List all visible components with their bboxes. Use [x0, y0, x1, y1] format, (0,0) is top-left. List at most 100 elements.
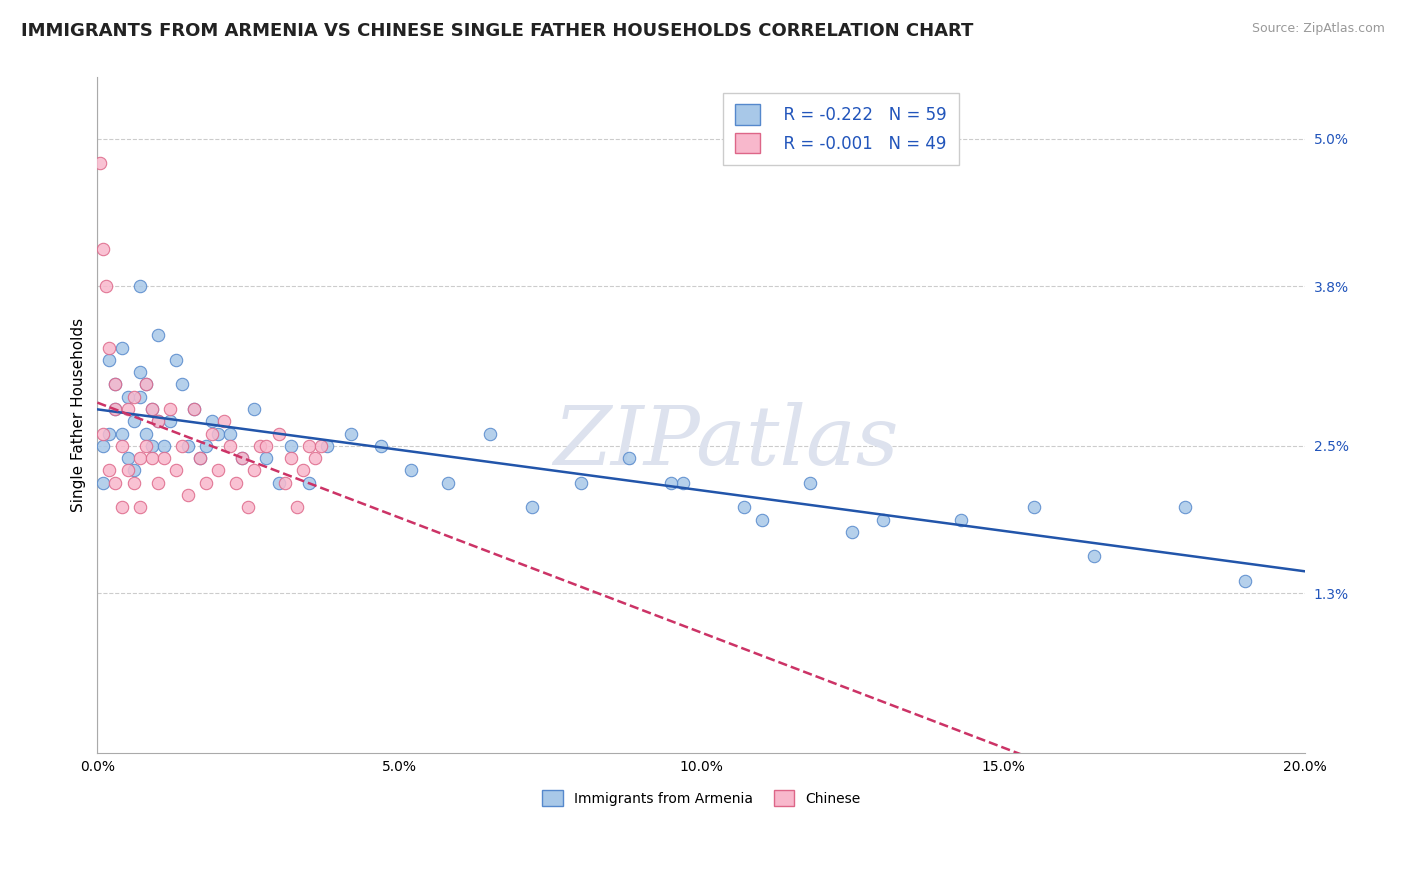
Point — [170, 377, 193, 392]
Point — [256, 439, 278, 453]
Point — [110, 341, 132, 355]
Point — [98, 341, 121, 355]
Point — [128, 500, 150, 515]
Point — [146, 475, 169, 490]
Point — [96, 279, 118, 293]
Point — [152, 439, 174, 453]
Point — [104, 475, 127, 490]
Point — [188, 451, 211, 466]
Point — [93, 243, 115, 257]
Point — [135, 377, 157, 392]
Point — [165, 463, 187, 477]
Point — [231, 451, 253, 466]
Point — [183, 402, 205, 417]
Point — [128, 279, 150, 293]
Point — [104, 377, 127, 392]
Point — [285, 500, 308, 515]
Point — [280, 439, 302, 453]
Point — [569, 475, 592, 490]
Point — [135, 377, 157, 392]
Point — [243, 463, 266, 477]
Point — [165, 352, 187, 367]
Point — [117, 463, 139, 477]
Point — [93, 475, 115, 490]
Point — [195, 475, 218, 490]
Point — [1022, 500, 1045, 515]
Point — [340, 426, 363, 441]
Point — [219, 426, 242, 441]
Point — [201, 426, 224, 441]
Point — [950, 512, 973, 526]
Point — [291, 463, 314, 477]
Point — [617, 451, 640, 466]
Point — [243, 402, 266, 417]
Point — [183, 402, 205, 417]
Point — [659, 475, 682, 490]
Point — [128, 365, 150, 379]
Point — [238, 500, 260, 515]
Point — [249, 439, 271, 453]
Point — [117, 402, 139, 417]
Point — [141, 402, 163, 417]
Point — [122, 475, 145, 490]
Point — [177, 488, 200, 502]
Point — [141, 451, 163, 466]
Point — [267, 475, 290, 490]
Point — [93, 426, 115, 441]
Point — [146, 414, 169, 428]
Point — [159, 414, 181, 428]
Point — [1233, 574, 1256, 588]
Point — [89, 156, 111, 170]
Text: ZIPatlas: ZIPatlas — [553, 402, 898, 483]
Text: Source: ZipAtlas.com: Source: ZipAtlas.com — [1251, 22, 1385, 36]
Point — [104, 377, 127, 392]
Point — [298, 475, 321, 490]
Point — [146, 328, 169, 343]
Point — [98, 426, 121, 441]
Point — [146, 414, 169, 428]
Point — [522, 500, 544, 515]
Point — [751, 512, 773, 526]
Point — [219, 439, 242, 453]
Point — [256, 451, 278, 466]
Point — [436, 475, 458, 490]
Point — [841, 524, 863, 539]
Point — [315, 439, 337, 453]
Point — [267, 426, 290, 441]
Point — [93, 439, 115, 453]
Point — [733, 500, 755, 515]
Point — [872, 512, 894, 526]
Point — [122, 390, 145, 404]
Point — [135, 426, 157, 441]
Point — [188, 451, 211, 466]
Point — [98, 463, 121, 477]
Point — [207, 463, 229, 477]
Point — [110, 439, 132, 453]
Point — [799, 475, 821, 490]
Point — [672, 475, 695, 490]
Point — [117, 451, 139, 466]
Point — [212, 414, 235, 428]
Point — [122, 463, 145, 477]
Point — [104, 402, 127, 417]
Y-axis label: Single Father Households: Single Father Households — [72, 318, 86, 512]
Point — [207, 426, 229, 441]
Point — [231, 451, 253, 466]
Point — [128, 390, 150, 404]
Text: IMMIGRANTS FROM ARMENIA VS CHINESE SINGLE FATHER HOUSEHOLDS CORRELATION CHART: IMMIGRANTS FROM ARMENIA VS CHINESE SINGL… — [21, 22, 973, 40]
Point — [370, 439, 392, 453]
Legend: Immigrants from Armenia, Chinese: Immigrants from Armenia, Chinese — [534, 782, 868, 814]
Point — [152, 451, 174, 466]
Point — [135, 439, 157, 453]
Point — [159, 402, 181, 417]
Point — [401, 463, 423, 477]
Point — [141, 402, 163, 417]
Point — [104, 402, 127, 417]
Point — [177, 439, 200, 453]
Point — [298, 439, 321, 453]
Point — [195, 439, 218, 453]
Point — [1174, 500, 1197, 515]
Point — [280, 451, 302, 466]
Point — [141, 439, 163, 453]
Point — [98, 352, 121, 367]
